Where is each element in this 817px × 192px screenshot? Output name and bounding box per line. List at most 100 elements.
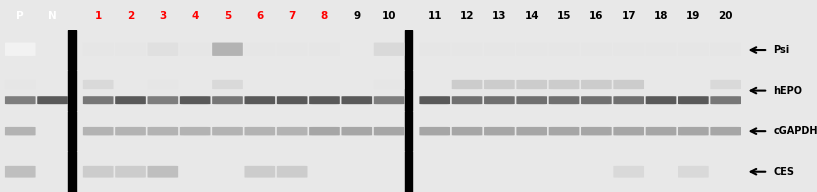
Text: 17: 17 [622,11,636,21]
FancyBboxPatch shape [212,80,243,89]
FancyBboxPatch shape [452,96,482,104]
Text: 5: 5 [224,11,231,21]
FancyBboxPatch shape [645,96,676,104]
FancyBboxPatch shape [678,96,708,104]
FancyBboxPatch shape [342,127,372,135]
FancyBboxPatch shape [148,96,178,104]
FancyBboxPatch shape [516,43,547,56]
Text: 4: 4 [191,11,199,21]
Text: 19: 19 [686,11,700,21]
Text: 11: 11 [427,11,442,21]
FancyBboxPatch shape [374,43,404,56]
Bar [69,151,76,192]
FancyBboxPatch shape [614,80,644,89]
FancyBboxPatch shape [342,96,372,104]
FancyBboxPatch shape [484,127,515,135]
FancyBboxPatch shape [549,43,579,56]
Text: 1: 1 [95,11,102,21]
FancyBboxPatch shape [148,166,178,178]
FancyBboxPatch shape [277,166,307,178]
FancyBboxPatch shape [5,127,36,135]
FancyBboxPatch shape [710,80,741,89]
FancyBboxPatch shape [452,43,482,56]
FancyBboxPatch shape [419,127,450,135]
Text: 14: 14 [525,11,539,21]
FancyBboxPatch shape [244,127,275,135]
FancyBboxPatch shape [115,166,146,178]
FancyBboxPatch shape [148,43,178,56]
FancyBboxPatch shape [212,127,243,135]
FancyBboxPatch shape [678,127,708,135]
FancyBboxPatch shape [148,80,178,89]
FancyBboxPatch shape [180,127,211,135]
FancyBboxPatch shape [678,166,708,178]
FancyBboxPatch shape [374,127,404,135]
FancyBboxPatch shape [115,43,146,56]
FancyBboxPatch shape [83,127,114,135]
Text: 16: 16 [589,11,604,21]
Text: 18: 18 [654,11,668,21]
FancyBboxPatch shape [5,80,36,89]
FancyBboxPatch shape [277,127,307,135]
Bar [405,70,413,111]
Bar [405,111,413,151]
FancyBboxPatch shape [452,80,482,89]
FancyBboxPatch shape [484,43,515,56]
FancyBboxPatch shape [549,96,579,104]
FancyBboxPatch shape [309,96,340,104]
Text: 15: 15 [557,11,571,21]
FancyBboxPatch shape [115,127,146,135]
FancyBboxPatch shape [419,96,450,104]
FancyBboxPatch shape [148,127,178,135]
Bar [69,70,76,111]
Text: CES: CES [774,167,794,177]
FancyBboxPatch shape [710,43,741,56]
FancyBboxPatch shape [374,80,404,89]
Text: 12: 12 [460,11,475,21]
FancyBboxPatch shape [581,80,612,89]
Text: 13: 13 [492,11,507,21]
FancyBboxPatch shape [484,80,515,89]
Bar [69,111,76,151]
FancyBboxPatch shape [419,43,450,56]
FancyBboxPatch shape [244,96,275,104]
FancyBboxPatch shape [5,43,36,56]
FancyBboxPatch shape [516,80,547,89]
FancyBboxPatch shape [710,127,741,135]
FancyBboxPatch shape [678,43,708,56]
FancyBboxPatch shape [212,96,243,104]
FancyBboxPatch shape [614,96,644,104]
Text: hEPO: hEPO [774,86,802,96]
FancyBboxPatch shape [83,166,114,178]
Bar [405,30,413,70]
FancyBboxPatch shape [277,96,307,104]
Text: cGAPDH: cGAPDH [774,126,817,136]
Bar [405,151,413,192]
FancyBboxPatch shape [277,43,307,56]
FancyBboxPatch shape [83,96,114,104]
FancyBboxPatch shape [83,43,114,56]
FancyBboxPatch shape [452,127,482,135]
FancyBboxPatch shape [614,43,644,56]
Text: 6: 6 [257,11,263,21]
Text: 7: 7 [288,11,296,21]
FancyBboxPatch shape [309,43,340,56]
FancyBboxPatch shape [581,43,612,56]
Text: 20: 20 [718,11,733,21]
Text: P: P [16,11,24,21]
FancyBboxPatch shape [38,96,68,104]
FancyBboxPatch shape [645,127,676,135]
FancyBboxPatch shape [645,43,676,56]
FancyBboxPatch shape [374,96,404,104]
FancyBboxPatch shape [710,96,741,104]
FancyBboxPatch shape [516,96,547,104]
Text: N: N [48,11,57,21]
FancyBboxPatch shape [115,96,146,104]
FancyBboxPatch shape [180,96,211,104]
Text: Psi: Psi [774,45,790,55]
FancyBboxPatch shape [212,43,243,56]
FancyBboxPatch shape [244,166,275,178]
FancyBboxPatch shape [5,96,36,104]
Bar [69,30,76,70]
Text: 9: 9 [353,11,360,21]
